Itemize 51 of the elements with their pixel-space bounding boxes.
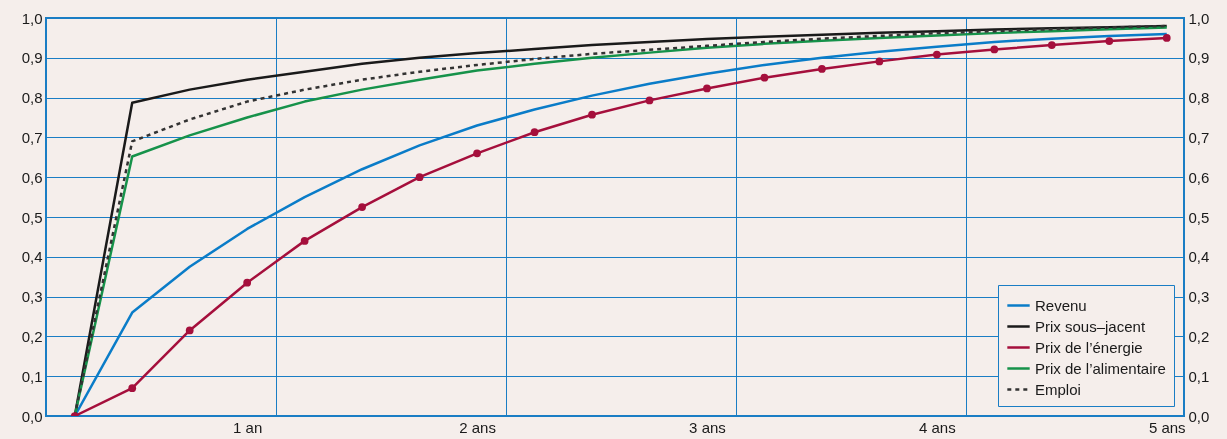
x-tick-label: 1 an (233, 418, 263, 436)
legend-label: Emploi (1035, 380, 1081, 398)
point (128, 384, 137, 393)
point (875, 57, 884, 66)
y2-tick-label: 0,9 (1188, 49, 1210, 67)
point (358, 203, 366, 211)
point (588, 110, 596, 119)
y-tick-label: 0,8 (21, 89, 43, 107)
y2-tick-label: 0,7 (1188, 128, 1210, 146)
point (818, 65, 826, 73)
point (415, 173, 424, 182)
y2-tick-label: 0,4 (1188, 248, 1210, 266)
point (1105, 37, 1114, 45)
x-tick-label: 2 ans (459, 418, 496, 436)
point (530, 128, 539, 137)
point (645, 96, 654, 105)
y2-tick-label: 0,1 (1188, 367, 1210, 385)
point (990, 45, 999, 54)
point (185, 326, 194, 335)
y-tick-label: 0,7 (21, 128, 43, 146)
point (473, 149, 481, 158)
point (243, 278, 252, 287)
point (703, 84, 711, 93)
y2-tick-label: 0,0 (1188, 407, 1210, 425)
point (1047, 41, 1056, 49)
x-tick-label: 4 ans (919, 418, 956, 436)
y-tick-label: 0,6 (21, 168, 43, 186)
y2-tick-label: 1,0 (1188, 9, 1210, 27)
y2-tick-label: 0,8 (1188, 89, 1210, 107)
y2-tick-label: 0,2 (1188, 327, 1210, 345)
x-tick-label: 3 ans (689, 418, 726, 436)
legend-label: Revenu (1035, 296, 1087, 314)
point (300, 237, 309, 245)
point (760, 73, 769, 82)
legend-label: Prix de l’énergie (1035, 338, 1143, 356)
y-tick-label: 0,5 (21, 208, 43, 226)
y-tick-label: 0,9 (21, 49, 43, 67)
y-tick-label: 0,2 (21, 327, 43, 345)
point (932, 50, 941, 59)
y-tick-label: 0,0 (21, 407, 43, 425)
y-tick-label: 0,3 (21, 288, 43, 306)
y-tick-label: 0,4 (21, 248, 43, 266)
y2-tick-label: 0,6 (1188, 168, 1210, 186)
y-tick-label: 1,0 (21, 9, 43, 27)
point (1162, 34, 1171, 42)
y2-tick-label: 0,3 (1188, 288, 1210, 306)
y2-tick-label: 0,5 (1188, 208, 1210, 226)
legend-label: Prix de l’alimentaire (1035, 359, 1166, 377)
legend-label: Prix sous–jacent (1035, 317, 1146, 335)
y-tick-label: 0,1 (21, 367, 43, 385)
x-tick-label: 5 ans (1148, 418, 1186, 436)
